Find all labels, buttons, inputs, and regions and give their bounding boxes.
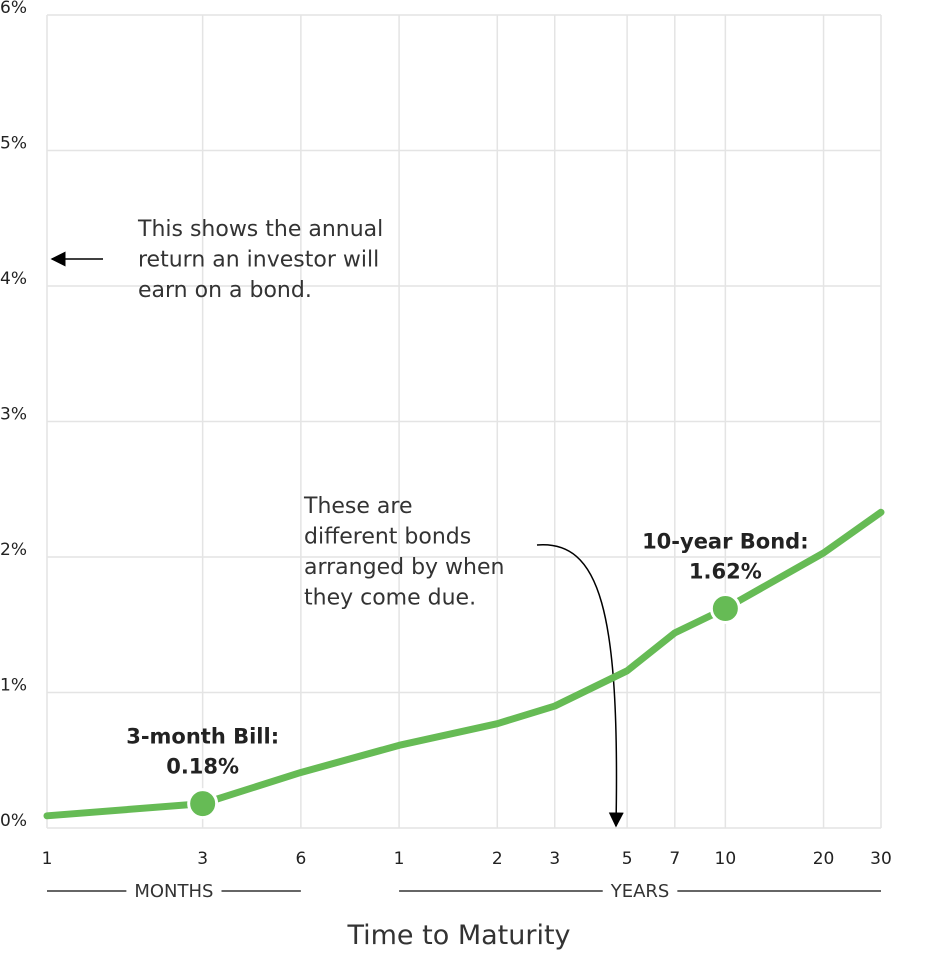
value-label: 0.18% xyxy=(166,755,239,779)
annotation: arranged by when xyxy=(304,555,504,580)
y-tick-label: 4% xyxy=(0,269,27,289)
group-label: YEARS xyxy=(610,881,670,902)
highlight-point xyxy=(709,592,741,624)
grid xyxy=(46,14,882,829)
annotation: return an investor will xyxy=(138,248,379,273)
annotation: earn on a bond. xyxy=(138,278,312,303)
highlight-point xyxy=(187,788,219,820)
group-label: MONTHS xyxy=(134,881,213,902)
x-tick-label: 5 xyxy=(622,849,633,869)
y-tick-label: 1% xyxy=(0,676,27,696)
x-tick-label: 1 xyxy=(394,849,405,869)
point-label: 10-year Bond: xyxy=(642,529,809,553)
y-tick-label: 6% xyxy=(0,0,27,18)
x-tick-label: 30 xyxy=(870,849,892,869)
y-tick-label: 2% xyxy=(0,540,27,560)
annotation: This shows the annual xyxy=(137,217,383,242)
annotation: These are xyxy=(303,494,413,519)
x-tick-label: 20 xyxy=(813,849,835,869)
y-tick-label: 3% xyxy=(0,405,27,425)
x-axis-title: Time to Maturity xyxy=(346,920,570,951)
x-tick-label: 2 xyxy=(492,849,503,869)
x-tick-label: 3 xyxy=(197,849,208,869)
y-tick-label: 5% xyxy=(0,134,27,154)
x-tick-label: 6 xyxy=(295,849,306,869)
x-tick-label: 1 xyxy=(42,849,53,869)
line xyxy=(43,508,885,820)
annotation: they come due. xyxy=(304,586,476,611)
x-tick-label: 10 xyxy=(715,849,737,869)
x-tick-label: 3 xyxy=(549,849,560,869)
annotation-arrow xyxy=(536,544,624,828)
value-label: 1.62% xyxy=(689,559,762,583)
y-tick-label: 0% xyxy=(0,811,27,831)
point-label: 3-month Bill: xyxy=(126,725,279,749)
x-tick-label: 7 xyxy=(669,849,680,869)
annotation: different bonds xyxy=(304,525,471,550)
